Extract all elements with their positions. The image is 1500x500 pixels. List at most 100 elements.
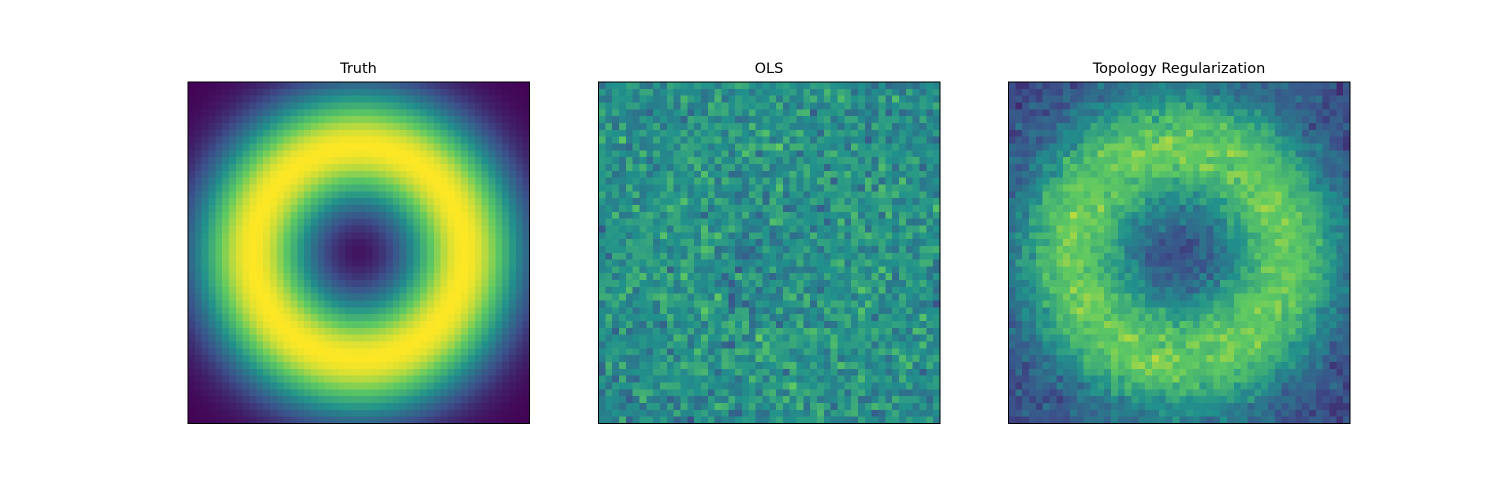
image-pixel bbox=[673, 280, 682, 288]
image-pixel bbox=[222, 327, 230, 336]
image-pixel bbox=[256, 334, 264, 343]
image-pixel bbox=[406, 341, 414, 349]
image-pixel bbox=[714, 403, 723, 411]
image-pixel bbox=[386, 409, 394, 418]
image-pixel bbox=[440, 300, 449, 308]
image-pixel bbox=[844, 389, 852, 397]
image-pixel bbox=[413, 286, 421, 295]
image-pixel bbox=[235, 82, 244, 90]
image-pixel bbox=[892, 334, 900, 343]
image-pixel bbox=[844, 218, 852, 227]
image-pixel bbox=[276, 225, 285, 233]
image-pixel bbox=[242, 416, 251, 425]
image-pixel bbox=[427, 362, 435, 370]
image-pixel bbox=[912, 82, 921, 90]
image-pixel bbox=[741, 177, 750, 186]
image-pixel bbox=[762, 362, 770, 370]
image-pixel bbox=[776, 88, 784, 97]
image-pixel bbox=[392, 136, 401, 145]
image-pixel bbox=[269, 300, 278, 308]
image-pixel bbox=[666, 300, 675, 308]
image-pixel bbox=[851, 389, 859, 397]
image-pixel bbox=[605, 122, 613, 131]
image-pixel bbox=[427, 177, 435, 186]
image-pixel bbox=[687, 204, 695, 213]
image-pixel bbox=[338, 321, 346, 329]
image-pixel bbox=[290, 136, 298, 145]
image-pixel bbox=[468, 403, 476, 411]
image-pixel bbox=[317, 163, 326, 172]
image-pixel bbox=[242, 307, 251, 315]
image-pixel bbox=[639, 259, 647, 268]
image-pixel bbox=[864, 293, 873, 302]
image-pixel bbox=[372, 109, 380, 117]
image-pixel bbox=[673, 225, 682, 233]
image-pixel bbox=[481, 136, 490, 145]
image-pixel bbox=[283, 382, 292, 390]
image-pixel bbox=[304, 204, 312, 213]
image-pixel bbox=[386, 382, 394, 390]
image-pixel bbox=[748, 245, 757, 254]
image-pixel bbox=[440, 102, 449, 110]
image-pixel bbox=[358, 293, 367, 302]
image-pixel bbox=[208, 368, 216, 377]
image-pixel bbox=[653, 163, 661, 172]
image-pixel bbox=[249, 362, 257, 370]
image-pixel bbox=[488, 170, 496, 179]
image-pixel bbox=[830, 95, 839, 104]
image-pixel bbox=[392, 143, 401, 151]
image-pixel bbox=[222, 280, 230, 288]
image-pixel bbox=[201, 416, 210, 425]
image-pixel bbox=[358, 334, 367, 343]
image-pixel bbox=[933, 82, 941, 90]
image-pixel bbox=[673, 293, 682, 302]
image-pixel bbox=[481, 163, 490, 172]
image-pixel bbox=[858, 163, 866, 172]
image-pixel bbox=[694, 259, 702, 268]
image-pixel bbox=[222, 307, 230, 315]
image-pixel bbox=[495, 286, 503, 295]
image-pixel bbox=[365, 218, 374, 227]
image-pixel bbox=[365, 293, 374, 302]
image-pixel bbox=[358, 273, 367, 281]
image-pixel bbox=[208, 198, 216, 206]
image-pixel bbox=[235, 266, 244, 274]
image-pixel bbox=[741, 88, 750, 97]
image-pixel bbox=[728, 252, 736, 261]
image-pixel bbox=[249, 150, 257, 158]
image-pixel bbox=[188, 355, 196, 363]
image-pixel bbox=[762, 382, 770, 390]
image-pixel bbox=[789, 334, 798, 343]
image-pixel bbox=[871, 211, 880, 220]
image-pixel bbox=[639, 416, 647, 425]
image-pixel bbox=[509, 225, 517, 233]
image-pixel bbox=[707, 122, 716, 131]
image-pixel bbox=[748, 116, 757, 124]
image-pixel bbox=[433, 300, 442, 308]
image-pixel bbox=[283, 177, 292, 186]
image-pixel bbox=[454, 368, 462, 377]
image-pixel bbox=[358, 252, 367, 261]
panel: Truth bbox=[187, 61, 531, 425]
image-pixel bbox=[502, 355, 510, 363]
image-pixel bbox=[310, 136, 319, 145]
image-pixel bbox=[324, 150, 333, 158]
image-pixel bbox=[851, 252, 859, 261]
image-pixel bbox=[912, 218, 921, 227]
image-pixel bbox=[810, 300, 818, 308]
image-pixel bbox=[878, 286, 886, 295]
image-pixel bbox=[666, 409, 675, 418]
image-pixel bbox=[317, 232, 326, 240]
image-pixel bbox=[433, 327, 442, 336]
image-pixel bbox=[379, 403, 387, 411]
image-pixel bbox=[495, 225, 503, 233]
image-pixel bbox=[680, 273, 688, 281]
image-pixel bbox=[215, 177, 223, 186]
image-pixel bbox=[776, 102, 784, 110]
image-pixel bbox=[427, 259, 435, 268]
image-pixel bbox=[837, 341, 845, 349]
image-pixel bbox=[605, 375, 613, 384]
image-pixel bbox=[256, 211, 264, 220]
image-pixel bbox=[659, 198, 668, 206]
image-pixel bbox=[769, 239, 777, 247]
